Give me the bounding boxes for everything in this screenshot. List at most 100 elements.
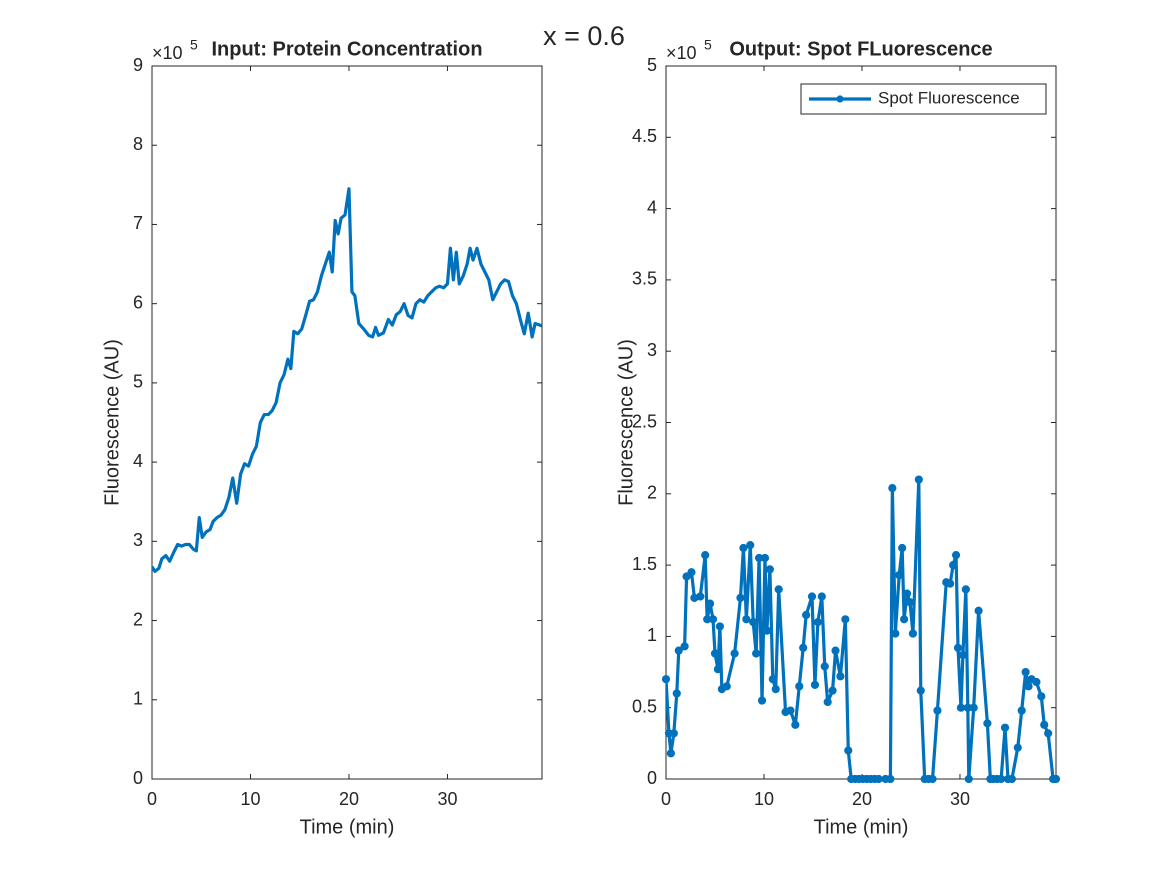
data-point [1000, 723, 1010, 732]
y-tick-label: 2.5 [632, 411, 657, 431]
data-point [674, 646, 683, 655]
legend-marker [836, 95, 844, 103]
data-point [696, 592, 705, 601]
data-point [951, 551, 961, 560]
data-point [715, 622, 724, 631]
data-point [831, 646, 840, 655]
data-point [799, 643, 808, 652]
x-tick-label: 10 [240, 789, 260, 809]
data-point [768, 675, 777, 684]
x-axis-label: Time (min) [814, 816, 909, 838]
data-point [710, 649, 720, 658]
y-tick-label: 0 [133, 768, 143, 788]
y-axis-label: Fluorescence (AU) [615, 339, 637, 506]
y-axis-label: Fluorescence (AU) [101, 339, 123, 506]
data-point [742, 615, 751, 624]
data-point [958, 650, 968, 660]
data-point [713, 665, 723, 674]
y-tick-label: 8 [133, 134, 143, 154]
data-point [908, 629, 918, 638]
y-tick-label: 6 [133, 292, 143, 312]
data-point [739, 543, 748, 553]
data-point [730, 649, 739, 658]
y-tick-label: 4 [647, 197, 657, 217]
data-point [898, 543, 907, 553]
x-axis-label: Time (min) [300, 816, 395, 838]
data-point [708, 615, 718, 624]
data-point [752, 649, 761, 658]
data-point [687, 568, 696, 577]
x-tick-label: 0 [661, 789, 671, 809]
data-point [705, 599, 715, 608]
data-point [1040, 720, 1049, 729]
x-tick-label: 30 [950, 789, 970, 809]
data-point [974, 606, 983, 615]
data-point [701, 551, 710, 560]
axes-title: Input: Protein Concentration [211, 38, 482, 60]
data-point [895, 570, 904, 580]
data-point [946, 579, 955, 588]
data-point [817, 592, 826, 601]
data-point [680, 642, 689, 651]
y-exponent-base: ×10 [666, 43, 697, 63]
data-point [760, 553, 770, 563]
x-tick-label: 20 [339, 789, 359, 809]
y-tick-label: 2 [647, 483, 657, 503]
data-point [765, 565, 774, 574]
data-point [722, 682, 731, 691]
x-tick-label: 0 [147, 789, 157, 809]
axes-box [665, 65, 1057, 780]
data-point [956, 703, 966, 712]
y-exponent: 5 [190, 37, 198, 53]
data-point [813, 618, 822, 627]
y-tick-label: 3 [133, 530, 143, 550]
data-point [905, 598, 915, 607]
data-point [969, 703, 978, 712]
data-point [1051, 774, 1061, 784]
y-tick-label: 1.5 [632, 554, 657, 574]
data-point [757, 696, 767, 705]
data-point [786, 706, 795, 715]
data-point [762, 626, 772, 635]
data-point [1024, 682, 1033, 691]
data-point [661, 675, 671, 684]
data-point [916, 686, 925, 695]
data-point [1013, 743, 1022, 752]
y-tick-label: 2 [133, 609, 143, 629]
x-tick-label: 30 [437, 789, 457, 809]
data-point [900, 615, 909, 624]
data-point [841, 615, 850, 624]
data-point [807, 592, 817, 601]
y-tick-label: 5 [647, 55, 657, 75]
data-point [888, 483, 897, 493]
data-point [964, 774, 973, 784]
data-point [810, 680, 820, 689]
x-tick-label: 20 [852, 789, 872, 809]
data-point [1007, 774, 1017, 784]
data-point [933, 706, 942, 715]
y-tick-label: 3.5 [632, 269, 657, 289]
y-tick-label: 0.5 [632, 696, 657, 716]
data-point [1044, 729, 1053, 738]
data-point [997, 774, 1006, 784]
data-point [802, 610, 811, 620]
axes-title: Output: Spot FLuorescence [729, 38, 992, 60]
data-point [795, 682, 804, 691]
data-point [669, 729, 678, 738]
figure-title: x = 0.6 [543, 21, 625, 51]
data-point [844, 746, 853, 755]
data-point [949, 561, 958, 570]
data-line [152, 187, 542, 574]
y-tick-label: 3 [647, 340, 657, 360]
data-point [823, 697, 832, 707]
data-point [928, 774, 937, 784]
data-point [1017, 706, 1026, 715]
data-point [836, 672, 845, 681]
data-point [1021, 667, 1030, 677]
data-point [771, 685, 780, 694]
y-tick-label: 4 [133, 451, 143, 471]
y-tick-label: 5 [133, 372, 143, 392]
y-tick-label: 9 [133, 55, 143, 75]
data-point [666, 749, 675, 758]
data-point [1032, 677, 1041, 687]
